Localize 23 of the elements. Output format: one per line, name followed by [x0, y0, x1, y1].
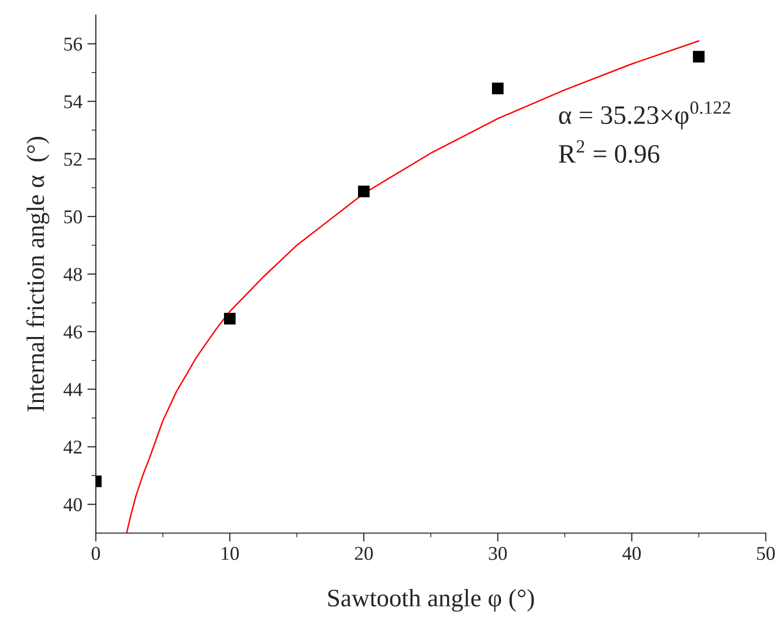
- point: [492, 82, 504, 94]
- annotation: R$^{2}$ = 0.96: [558, 140, 660, 163]
- x-tick-label: 10: [222, 546, 239, 560]
- y-tick-label: 42: [64, 440, 82, 454]
- y-tick-label: 54: [64, 95, 82, 108]
- x-tick-label: 30: [488, 546, 507, 560]
- point: [692, 50, 705, 63]
- x-axis-title: Sawtooth angle φ (°): [328, 588, 534, 612]
- point: [224, 312, 236, 324]
- y-tick-label: 48: [64, 268, 82, 281]
- y-tick-label: 52: [64, 152, 82, 166]
- x-tick-label: 50: [757, 546, 775, 560]
- annotation: α = 35.23×φ$^{0.122}$: [559, 101, 730, 130]
- x-tick-label: 40: [622, 546, 641, 560]
- y-tick-label: 40: [64, 498, 82, 512]
- y-tick-label: 46: [64, 326, 82, 339]
- x-tick-label: 20: [354, 546, 373, 560]
- point: [358, 186, 370, 198]
- y-axis-title: Internal friction angle α (°): [26, 136, 50, 412]
- y-tick-label: 44: [64, 383, 82, 396]
- y-tick-label: 50: [64, 210, 82, 224]
- y-tick-label: 56: [64, 38, 82, 51]
- x-tick-label: 0: [92, 546, 100, 560]
